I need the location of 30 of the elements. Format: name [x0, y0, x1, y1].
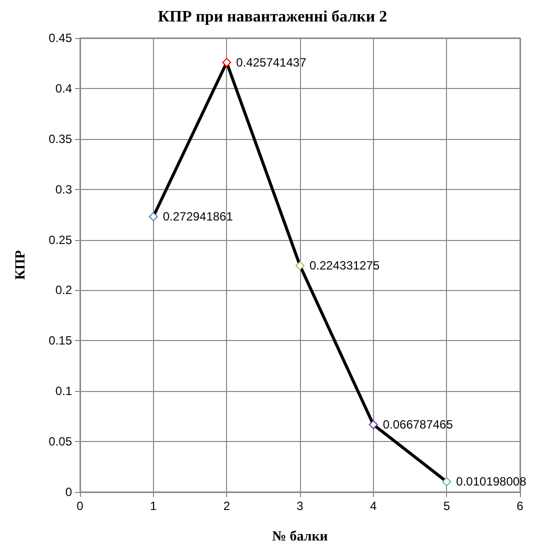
- y-tick-label: 0.4: [55, 81, 72, 96]
- data-label: 0.272941861: [162, 210, 234, 224]
- point: [222, 58, 232, 67]
- x-tick-label: 4: [370, 499, 377, 513]
- y-tick-label: 0.25: [48, 232, 72, 247]
- y-tick-label: 0.45: [48, 31, 72, 45]
- y-tick-label: 0.35: [48, 132, 72, 146]
- x-tick-label: 5: [443, 499, 450, 513]
- x-tick-label: 3: [296, 499, 304, 513]
- y-tick-label: 0: [65, 485, 72, 499]
- x-axis-title: № балки: [272, 530, 328, 544]
- y-tick-label: 0.15: [48, 334, 72, 348]
- point: [148, 212, 158, 222]
- point: [442, 477, 452, 486]
- x-tick-label: 1: [150, 499, 157, 513]
- data-label: 0.066787465: [382, 418, 454, 432]
- data-label: 0.010198008: [456, 474, 527, 489]
- y-tick-label: 0.05: [48, 434, 72, 449]
- data-label: 0.224331275: [310, 258, 380, 273]
- data-label: 0.425741437: [236, 55, 307, 70]
- x-tick-label: 6: [516, 499, 524, 513]
- point: [296, 261, 304, 270]
- y-axis-title: КПР: [14, 250, 28, 280]
- y-tick-label: 0.1: [55, 384, 72, 398]
- x-tick-label: 0: [76, 499, 84, 513]
- y-tick-label: 0.3: [55, 182, 72, 196]
- point: [368, 420, 378, 430]
- y-tick-label: 0.2: [55, 283, 72, 298]
- x-tick-label: 2: [223, 499, 230, 513]
- chart-title: КПР при навантаженні балки 2: [158, 8, 388, 26]
